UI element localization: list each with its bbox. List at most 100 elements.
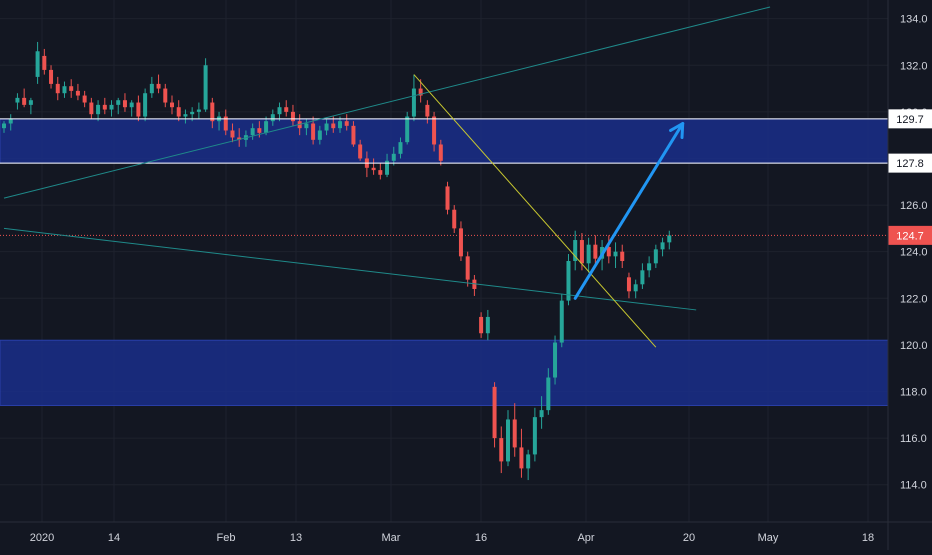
candle-body (69, 86, 74, 91)
candle-body (378, 170, 383, 175)
candle-body (371, 167, 376, 171)
candle-body (438, 144, 443, 161)
support-resistance-zone (0, 339, 889, 406)
lower-level-price-label: 127.8 (896, 158, 924, 170)
price-tick-label: 132.0 (900, 60, 928, 72)
time-tick-label: Feb (217, 532, 236, 544)
candle-body (539, 410, 544, 418)
candle-body (418, 88, 423, 96)
candle-body (512, 419, 517, 448)
candle-body (385, 160, 390, 175)
candle-body (8, 118, 13, 124)
candle-body (62, 86, 67, 94)
candle-body (317, 130, 322, 140)
candle-body (411, 88, 416, 117)
candle-body (109, 104, 114, 110)
price-tick-label: 122.0 (900, 293, 928, 305)
candle-body (270, 114, 275, 122)
time-tick-label: May (758, 532, 779, 544)
price-tick-label: 124.0 (900, 247, 928, 259)
candles (2, 41, 672, 481)
candle-body (237, 137, 242, 140)
candle-body (304, 123, 309, 129)
candle-body (526, 454, 531, 469)
candle-body (391, 153, 396, 161)
candle-body (143, 93, 148, 117)
candle-body (284, 107, 289, 112)
candle-body (338, 121, 342, 129)
time-tick-label: 2020 (30, 532, 54, 544)
candle-body (559, 300, 564, 343)
time-tick-label: 18 (862, 532, 874, 544)
candle-body (620, 251, 625, 261)
candle-body (129, 102, 134, 108)
candle-body (458, 228, 463, 257)
time-tick-label: 16 (475, 532, 487, 544)
candle-body (116, 100, 121, 105)
candle-body (156, 83, 161, 89)
candle-body (479, 316, 484, 334)
price-tick-label: 120.0 (900, 340, 928, 352)
price-tick-label: 114.0 (900, 480, 927, 492)
candle-body (485, 316, 490, 334)
candle-body (640, 270, 645, 285)
candle-body (633, 284, 638, 292)
candle-body (586, 244, 591, 264)
candle-body (149, 83, 154, 94)
candle-body (176, 107, 181, 117)
price-tick-label: 118.0 (900, 387, 927, 399)
last-price-label: 124.7 (896, 230, 924, 242)
candle-body (190, 111, 195, 115)
candle-body (55, 83, 60, 94)
upper-level-price-label: 129.7 (896, 114, 924, 126)
candle-body (210, 102, 215, 122)
support-resistance-zone (0, 118, 889, 164)
candle-body (28, 100, 33, 105)
upper-level-price-label-bg (888, 109, 932, 129)
candle-body (42, 55, 47, 70)
candle-body (324, 123, 329, 131)
candle-body (660, 242, 665, 250)
candle-body (183, 114, 188, 117)
candle-body (89, 102, 94, 115)
rising-teal-trendline (3, 6, 771, 199)
falling-teal-trendline (3, 227, 697, 311)
candle-body (532, 417, 537, 455)
zones (0, 118, 889, 406)
candle-body (170, 102, 174, 108)
candle-body (519, 447, 524, 469)
candle-body (196, 109, 201, 112)
price-tick-label: 126.0 (900, 200, 928, 212)
candle-body (75, 90, 80, 96)
time-tick-label: Apr (577, 532, 594, 544)
drawings (0, 6, 888, 348)
candle-body (136, 102, 141, 117)
candle-body (573, 240, 578, 261)
projection-arrow (573, 122, 685, 300)
candle-body (230, 130, 235, 138)
candle-body (35, 51, 40, 77)
candle-body (264, 121, 269, 133)
candle-body (351, 125, 356, 145)
candle-body (613, 251, 618, 257)
candle-body (405, 116, 410, 143)
candle-body (163, 88, 168, 103)
candle-body (257, 128, 262, 133)
candle-body (593, 244, 598, 259)
candle-body (546, 377, 551, 411)
candle-body (102, 104, 107, 110)
candle-body (22, 97, 27, 105)
candle-body (96, 104, 101, 115)
lower-level-price-label-bg (888, 153, 932, 173)
candle-body (579, 240, 584, 264)
candle-body (311, 123, 316, 140)
candle-body (344, 121, 349, 126)
time-tick-label: Mar (382, 532, 401, 544)
candle-body (553, 342, 558, 378)
candle-body (667, 235, 672, 243)
candle-body (277, 107, 282, 115)
